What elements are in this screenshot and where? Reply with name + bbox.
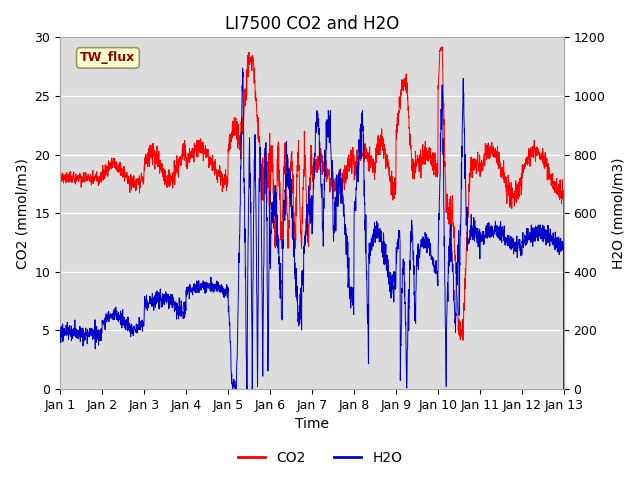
Title: LI7500 CO2 and H2O: LI7500 CO2 and H2O bbox=[225, 15, 399, 33]
Y-axis label: CO2 (mmol/m3): CO2 (mmol/m3) bbox=[15, 158, 29, 269]
Y-axis label: H2O (mmol/m3): H2O (mmol/m3) bbox=[611, 157, 625, 269]
Text: TW_flux: TW_flux bbox=[80, 51, 136, 64]
X-axis label: Time: Time bbox=[295, 418, 329, 432]
Legend: CO2, H2O: CO2, H2O bbox=[232, 445, 408, 471]
